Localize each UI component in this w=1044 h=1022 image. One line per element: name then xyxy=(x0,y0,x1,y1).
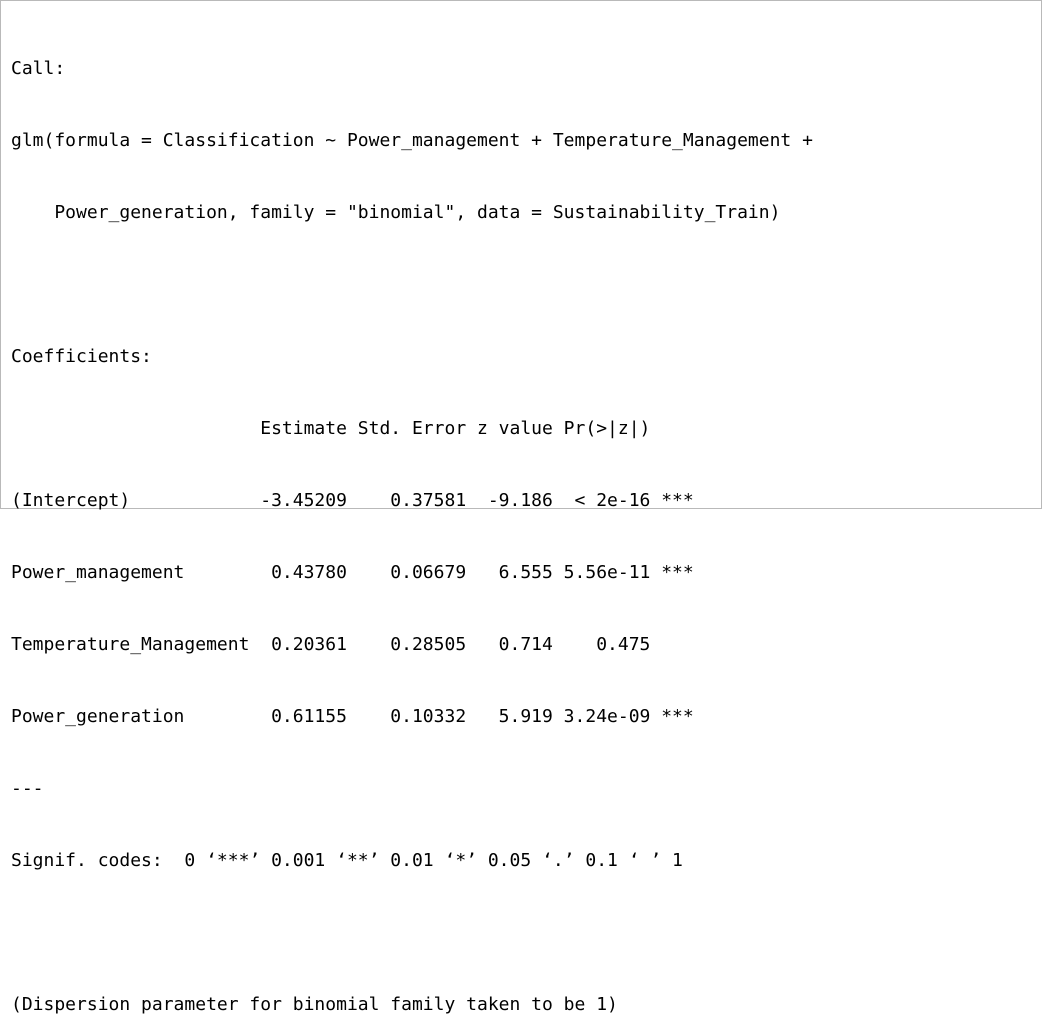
signif-codes-line: Signif. codes: 0 ‘***’ 0.001 ‘**’ 0.01 ‘… xyxy=(11,850,683,871)
coefficients-header-line: Coefficients: xyxy=(11,346,152,367)
separator-line: --- xyxy=(11,778,44,799)
coefficient-row-power-management: Power_management 0.43780 0.06679 6.555 5… xyxy=(11,562,694,583)
glm-summary-text: Call: glm(formula = Classification ~ Pow… xyxy=(11,9,813,1022)
call-formula-line-2: Power_generation, family = "binomial", d… xyxy=(11,202,781,223)
blank-line xyxy=(11,273,813,297)
dispersion-line: (Dispersion parameter for binomial famil… xyxy=(11,994,618,1015)
coefficients-column-headers: Estimate Std. Error z value Pr(>|z|) xyxy=(11,418,694,439)
coefficient-row-power-generation: Power_generation 0.61155 0.10332 5.919 3… xyxy=(11,706,694,727)
call-formula-line-1: glm(formula = Classification ~ Power_man… xyxy=(11,130,813,151)
coefficient-row-temperature-management: Temperature_Management 0.20361 0.28505 0… xyxy=(11,634,694,655)
blank-line xyxy=(11,921,813,945)
call-header-line: Call: xyxy=(11,58,66,79)
coefficient-row-intercept: (Intercept) -3.45209 0.37581 -9.186 < 2e… xyxy=(11,490,694,511)
